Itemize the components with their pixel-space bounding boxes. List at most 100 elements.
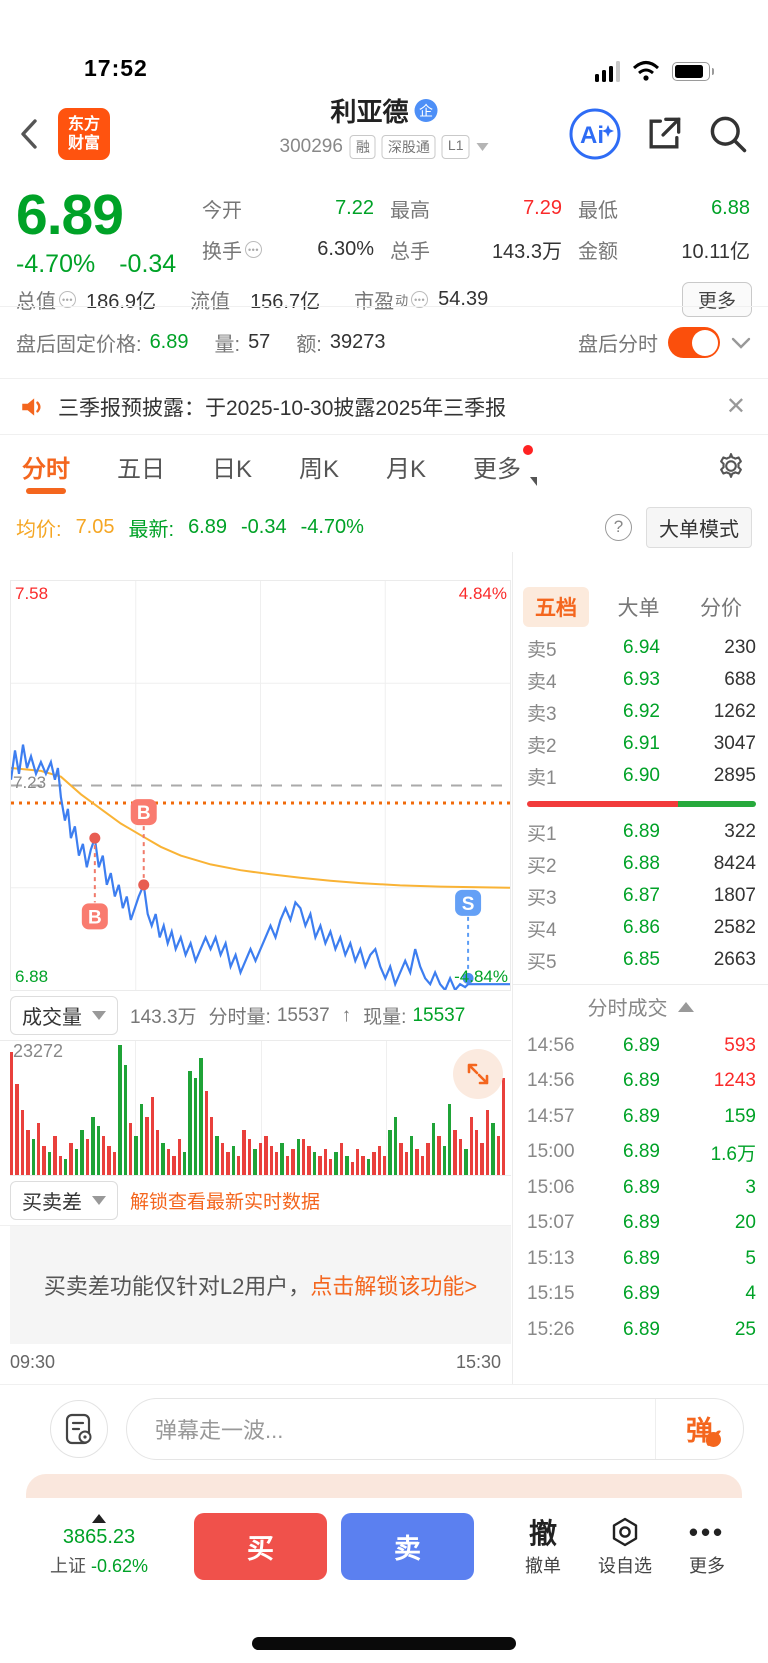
tick-row[interactable]: 14:56 6.89 593 [527,1034,756,1056]
expand-chart-button[interactable] [453,1049,503,1099]
chart-tabs: 分时 五日 日K 周K 月K 更多 [0,434,768,502]
up-arrow: ↑ [341,1004,352,1026]
back-button[interactable] [18,114,52,154]
current-volume: 15537 [412,1004,466,1026]
last-change-pct: -4.70% [300,515,364,538]
search-icon[interactable] [706,112,750,156]
order-book-row[interactable]: 卖3 6.92 1262 [527,701,756,725]
stock-tag: 融 [349,135,376,159]
volume-value: 143.3万 [491,241,562,263]
avg-value: 7.05 [75,515,115,538]
close-icon[interactable]: ✕ [725,393,746,420]
tab-周K[interactable]: 周K [299,456,340,483]
tick-list-header[interactable]: 分时成交 [513,984,768,1028]
buysell-indicator-dropdown[interactable]: 买卖差 [10,1181,118,1220]
time-axis: 09:30 15:30 [0,1344,511,1380]
after-hours-amt-label: 额: [296,334,322,356]
order-book-row[interactable]: 买3 6.87 1807 [527,885,756,909]
tick-row[interactable]: 15:26 6.89 25 [527,1318,756,1340]
tab-月K[interactable]: 月K [386,456,427,483]
minute-volume: 15537 [276,1004,330,1026]
chart-settings-button[interactable] [716,451,746,486]
volume-chart[interactable]: 23272 [10,1041,511,1176]
title-block: 利亚德 企 300296 融深股通 L1 [280,92,489,159]
last-change: -0.34 [241,515,287,538]
eastmoney-logo[interactable]: 东方 财富 [58,108,110,160]
svg-text:B: B [88,907,102,928]
turnover-value: 6.30% [317,238,374,260]
high-value: 7.29 [523,197,562,219]
big-order-mode-button[interactable]: 大单模式 [646,506,752,548]
index-value: 3865.23 [62,1526,136,1548]
orderbook-tab-大单[interactable]: 大单 [617,597,660,620]
order-book-row[interactable]: 卖2 6.91 3047 [527,733,756,757]
index-quote[interactable]: 3865.23 上证 -0.62% [20,1514,178,1578]
danmu-send-button[interactable]: 弹 ✓ [655,1398,743,1459]
tick-row[interactable]: 15:07 6.89 20 [527,1212,756,1234]
tab-分时[interactable]: 分时 [22,435,70,502]
tick-row[interactable]: 14:57 6.89 159 [527,1105,756,1127]
tick-row[interactable]: 15:13 6.89 5 [527,1247,756,1269]
order-book-row[interactable]: 买1 6.89 322 [527,821,756,845]
mcap-value: 186.9亿 [86,291,157,313]
orderbook-tab-分价[interactable]: 分价 [700,597,742,620]
order-book-row[interactable]: 卖5 6.94 230 [527,637,756,661]
add-watchlist-button[interactable]: 设自选 [584,1514,666,1578]
after-hours-label: 盘后固定价格: [16,334,142,356]
help-icon[interactable]: ? [605,513,632,541]
after-hours-toggle[interactable] [668,327,720,358]
order-book-row[interactable]: 卖1 6.90 2895 [527,765,756,789]
comment-list-button[interactable] [50,1399,108,1458]
sell-button[interactable]: 卖 [341,1512,474,1580]
avg-price-row: 均价: 7.05 最新: 6.89 -0.34 -4.70% ? 大单模式 [0,502,768,552]
buy-button[interactable]: 买 [194,1512,327,1580]
low-value: 6.88 [711,197,750,219]
order-book-row[interactable]: 买5 6.85 2663 [527,949,756,973]
l2-unlock-link[interactable]: 点击解锁该功能> [310,1274,478,1299]
tab-更多[interactable]: 更多 [473,435,538,502]
tab-日K[interactable]: 日K [212,456,253,483]
l2-text: 买卖差功能仅针对L2用户， [43,1274,311,1299]
announcement-bar[interactable]: 三季报预披露：于2025-10-30披露2025年三季报 ✕ [0,378,768,434]
comment-input[interactable]: 弹幕走一波... 弹 ✓ [126,1397,744,1460]
comment-list-icon [65,1413,92,1444]
tick-row[interactable]: 15:15 6.89 4 [527,1283,756,1305]
high-label: 最高 [390,200,430,222]
share-icon[interactable] [642,112,686,156]
chevron-down-icon[interactable] [476,143,489,151]
info-icon[interactable]: ••• [245,241,262,258]
info-icon[interactable]: ••• [59,291,76,308]
order-book-row[interactable]: 买2 6.88 8424 [527,853,756,877]
comment-placeholder: 弹幕走一波... [155,1417,284,1443]
intraday-chart[interactable]: B B S 7.58 4.84% 7.23 6.88 -4.84% [10,580,511,991]
speaker-icon [22,397,41,416]
corp-badge[interactable]: 企 [414,99,438,122]
chevron-down-icon[interactable] [730,336,752,350]
tab-五日[interactable]: 五日 [117,456,165,483]
order-book-row[interactable]: 卖4 6.93 688 [527,669,756,693]
order-book-row[interactable]: 买4 6.86 2582 [527,917,756,941]
tick-row[interactable]: 14:56 6.89 1243 [527,1070,756,1092]
tick-row[interactable]: 15:00 6.89 1.6万 [527,1141,756,1165]
minute-volume-label: 分时量: [208,1007,271,1028]
chart-pct-high-label: 4.84% [458,584,507,603]
open-label: 今开 [202,200,242,222]
buy-sell-strength-bar [527,801,756,807]
index-name: 上证 [49,1556,86,1576]
cancel-order-button[interactable]: 撤 撤单 [502,1514,584,1578]
l2-upsell-box: 买卖差功能仅针对L2用户， 点击解锁该功能> [10,1226,511,1344]
tick-list[interactable]: 14:56 6.89 593 14:56 6.89 1243 14:57 6.89 159 15:… [513,1028,768,1348]
volume-indicator-dropdown[interactable]: 成交量 [10,996,118,1035]
pe-value: 54.39 [438,288,489,310]
back-chevron-icon [21,119,37,149]
volume-header: 成交量 143.3万 分时量: 15537 ↑ 现量: 15537 [0,991,511,1041]
orderbook-tab-五档[interactable]: 五档 [523,587,589,627]
svg-text:Ai: Ai [580,122,604,149]
bottom-sheet-peek[interactable] [26,1474,742,1498]
more-actions-button[interactable]: ••• 更多 [666,1514,748,1578]
info-icon[interactable]: ••• [411,291,429,308]
unlock-data-link[interactable]: 解锁查看最新实时数据 [130,1192,321,1213]
tick-row[interactable]: 15:06 6.89 3 [527,1176,756,1198]
ai-assistant-button[interactable]: Ai [568,107,622,161]
home-indicator[interactable] [252,1637,516,1650]
